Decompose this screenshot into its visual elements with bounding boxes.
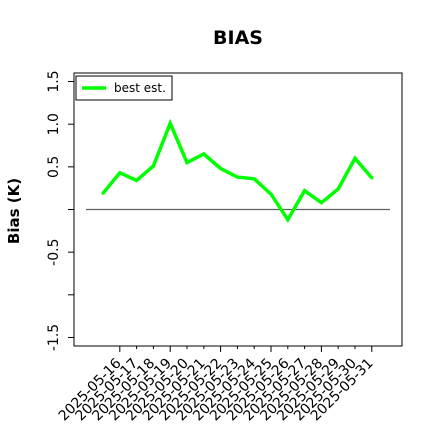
y-tick-label: 1.5 [46,70,62,92]
data-point [353,156,357,160]
data-point [135,178,139,183]
data-point [151,164,155,168]
plot-area [86,118,390,224]
data-point [269,192,273,196]
data-point [286,218,290,222]
legend: best est. [75,75,173,101]
axes: -1.5-0.50.51.01.52025-05-162025-05-17202… [46,70,403,424]
y-tick-label: 0.5 [46,156,62,178]
data-point [303,189,307,193]
legend-label: best est. [114,81,166,95]
data-point [185,160,189,165]
y-axis-label: Bias (K) [5,178,23,244]
y-tick-label: 1.0 [46,113,62,135]
data-point [252,177,256,181]
data-point [370,176,374,180]
chart-title: BIAS [213,27,263,49]
y-tick-label: -1.5 [46,324,62,351]
data-point [319,201,323,205]
data-point [101,191,105,195]
data-point [336,187,340,191]
data-point [219,166,223,171]
data-point [202,152,206,156]
data-point [168,121,172,125]
data-point [235,175,239,179]
y-tick-label: -0.5 [46,238,62,265]
data-point [118,171,122,175]
series-line-best-est [101,118,374,224]
